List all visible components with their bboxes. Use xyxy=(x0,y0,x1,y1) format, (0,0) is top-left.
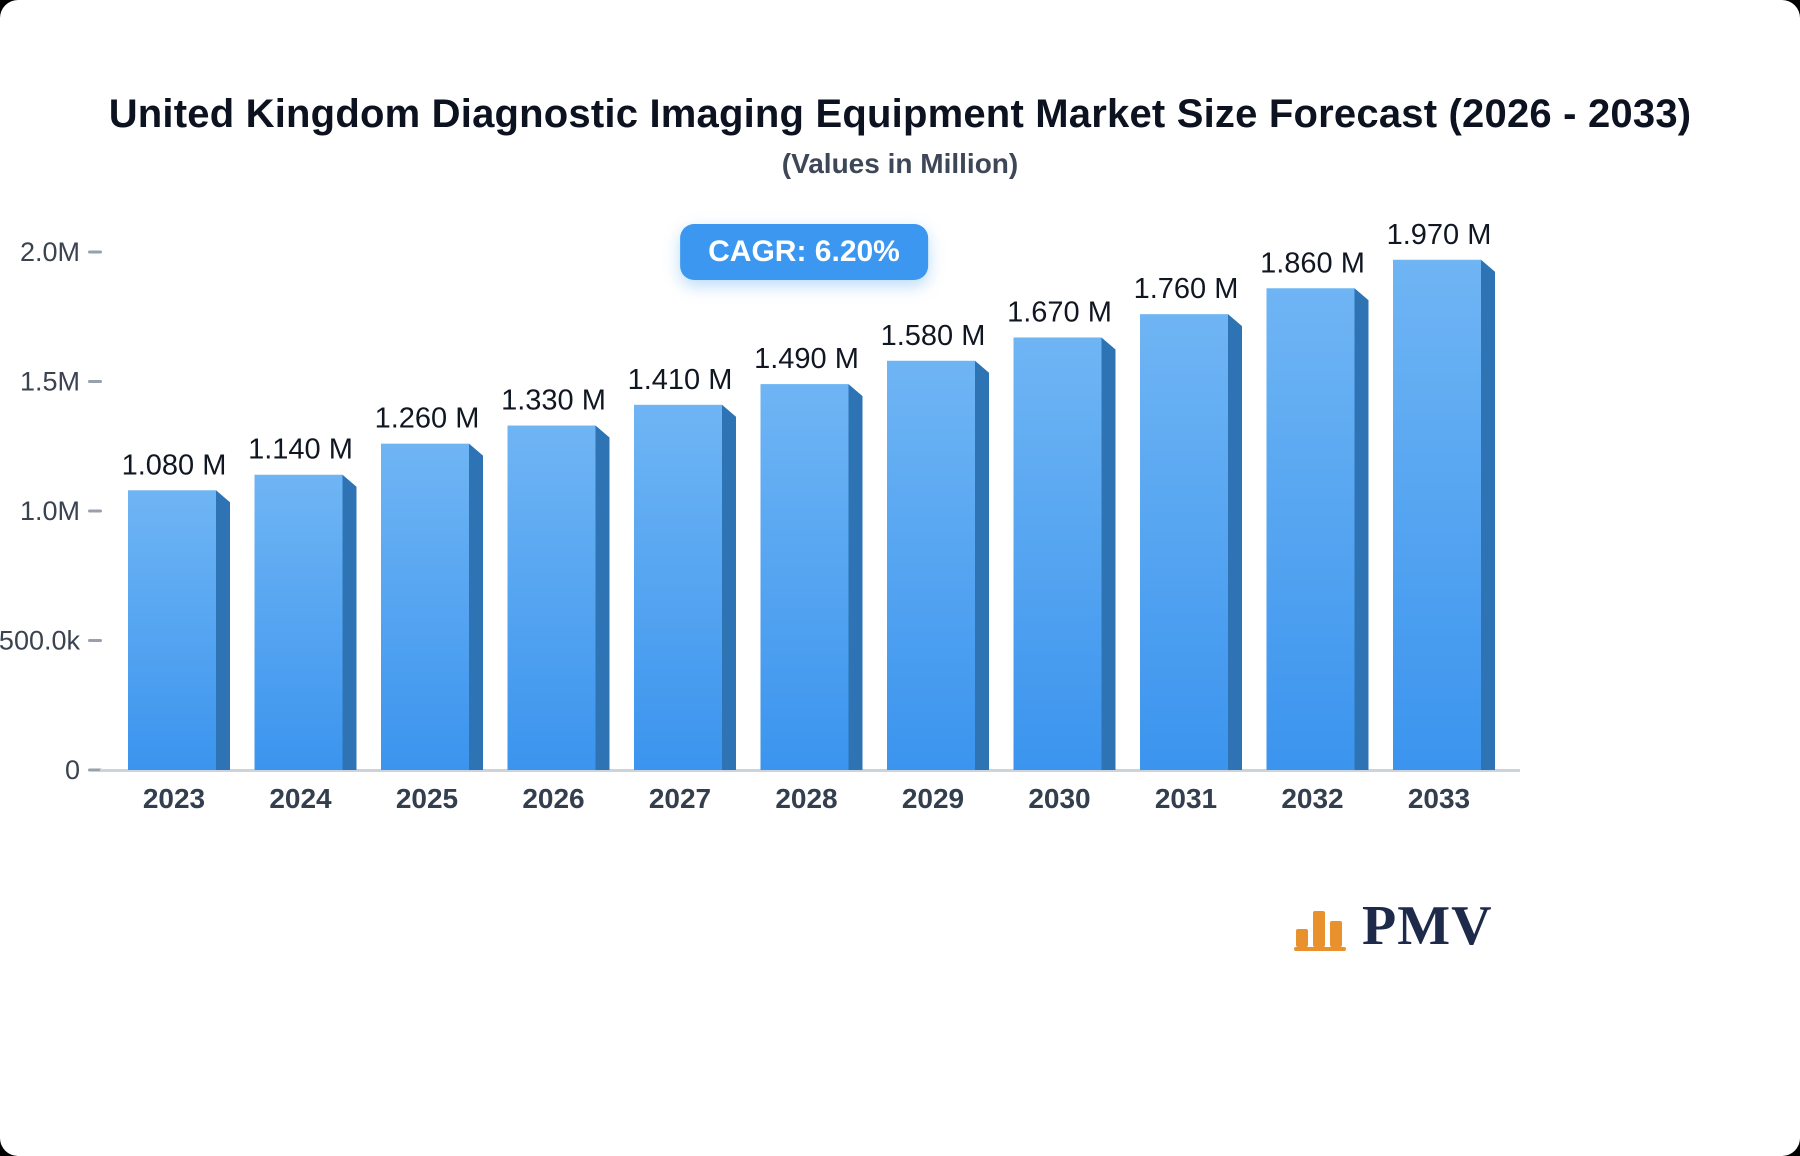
chart-subtitle: (Values in Million) xyxy=(781,148,1019,179)
bar-side-face xyxy=(1101,337,1116,770)
x-axis-label: 2025 xyxy=(396,783,458,814)
x-axis-label: 2024 xyxy=(269,783,332,814)
bar-value-label: 1.580 M xyxy=(881,320,986,352)
bar-group[interactable] xyxy=(381,443,483,770)
y-tick-mark xyxy=(88,768,102,772)
bar-value-label: 1.860 M xyxy=(1260,247,1365,279)
y-tick-label: 500.0k xyxy=(0,626,80,656)
x-axis-label: 2027 xyxy=(649,783,711,814)
y-tick-mark xyxy=(88,250,102,254)
bar-chart-logo-icon xyxy=(1294,911,1346,951)
brand-logo: PMV xyxy=(1292,898,1493,954)
bar[interactable] xyxy=(887,360,975,770)
bar-value-label: 1.490 M xyxy=(754,343,859,375)
bar-side-face xyxy=(216,490,230,770)
bar[interactable] xyxy=(760,384,849,770)
y-tick-mark xyxy=(88,380,102,383)
x-axis-label: 2023 xyxy=(143,783,205,814)
y-tick-label: 2.0M xyxy=(20,237,80,267)
bar-value-label: 1.330 M xyxy=(501,385,606,417)
bar-group[interactable] xyxy=(1140,314,1242,770)
bar-group[interactable] xyxy=(128,490,230,770)
bar-side-face xyxy=(975,360,989,770)
y-tick-label: 0 xyxy=(65,755,80,785)
brand-name: PMV xyxy=(1362,895,1493,957)
bar[interactable] xyxy=(1013,337,1102,770)
y-tick-label: 1.0M xyxy=(20,496,80,526)
x-axis-label: 2028 xyxy=(775,783,837,814)
bar-group[interactable] xyxy=(254,474,357,770)
bar[interactable] xyxy=(507,425,596,770)
bar-side-face xyxy=(342,474,357,770)
bar-value-label: 1.080 M xyxy=(122,449,227,481)
bar-group[interactable] xyxy=(507,425,610,770)
bar-side-face xyxy=(595,425,610,770)
bar-side-face xyxy=(1354,288,1369,770)
bar-value-label: 1.260 M xyxy=(375,403,480,435)
y-tick-mark xyxy=(88,639,102,642)
bar-group[interactable] xyxy=(1393,259,1495,770)
cagr-badge: CAGR: 6.20% xyxy=(680,224,928,280)
x-axis-label: 2032 xyxy=(1281,783,1343,814)
bar-group[interactable] xyxy=(1266,288,1369,770)
bar-value-label: 1.140 M xyxy=(248,434,353,466)
x-axis-line xyxy=(100,769,1520,772)
bar-side-face xyxy=(848,384,863,770)
bar-side-face xyxy=(1481,259,1495,770)
bar[interactable] xyxy=(128,490,216,770)
x-axis-label: 2029 xyxy=(902,783,964,814)
bar-side-face xyxy=(469,443,483,770)
bar-value-label: 1.670 M xyxy=(1007,296,1112,328)
bar-value-label: 1.410 M xyxy=(628,364,733,396)
bar-side-face xyxy=(1228,314,1242,770)
bar-group[interactable] xyxy=(1013,337,1116,770)
bar[interactable] xyxy=(381,443,469,770)
bar[interactable] xyxy=(1393,259,1481,770)
x-axis-label: 2031 xyxy=(1155,783,1217,814)
bar-group[interactable] xyxy=(760,384,863,770)
bar[interactable] xyxy=(1266,288,1355,770)
y-tick-label: 1.5M xyxy=(20,367,80,397)
bar[interactable] xyxy=(1140,314,1228,770)
bar-value-label: 1.760 M xyxy=(1134,273,1239,305)
bar[interactable] xyxy=(254,474,343,770)
y-tick-mark xyxy=(88,509,102,513)
bar-value-label: 1.970 M xyxy=(1387,219,1492,251)
chart-title: United Kingdom Diagnostic Imaging Equipm… xyxy=(108,92,1692,136)
bar-group[interactable] xyxy=(887,360,989,770)
bar[interactable] xyxy=(634,404,722,770)
bar-side-face xyxy=(722,404,736,770)
x-axis-label: 2026 xyxy=(522,783,584,814)
x-axis-label: 2033 xyxy=(1408,783,1470,814)
bar-group[interactable] xyxy=(634,404,736,770)
x-axis-label: 2030 xyxy=(1028,783,1090,814)
